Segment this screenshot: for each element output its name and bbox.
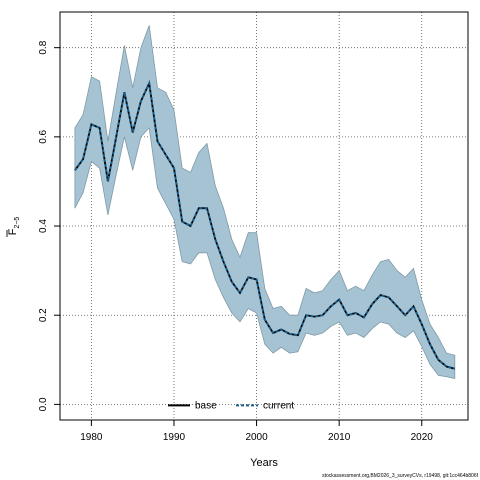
x-tick-label: 2000 (245, 432, 268, 443)
series-lines (74, 79, 456, 370)
confidence-band (74, 25, 456, 379)
plot-frame (59, 11, 469, 421)
x-axis: 1980 1990 2000 2010 2020 (80, 420, 433, 443)
x-axis-title: Years (250, 457, 278, 469)
footer-text: stockassessment.org,BM2026_3_surveyCVs, … (322, 473, 479, 479)
x-tick-label: 1980 (80, 432, 103, 443)
y-axis-title-main: F (7, 228, 19, 235)
y-tick-label: 0.8 (38, 40, 49, 54)
legend-label-current: current (263, 400, 294, 411)
y-axis-title-subscript: 2−5 (14, 217, 21, 229)
legend: base current (168, 400, 294, 411)
svg-text:F2−5: F2−5 (7, 217, 21, 236)
series-line-current (74, 79, 456, 370)
legend-label-base: base (195, 400, 217, 411)
y-tick-label: 0.2 (38, 308, 49, 322)
y-axis-title: F2−5 (6, 217, 21, 237)
x-tick-label: 2010 (328, 432, 351, 443)
y-tick-label: 0.6 (38, 129, 49, 143)
y-tick-label: 0.0 (38, 397, 49, 411)
y-tick-label: 0.4 (38, 219, 49, 233)
x-tick-label: 2020 (411, 432, 434, 443)
y-axis: 0.0 0.2 0.4 0.6 0.8 (38, 40, 60, 411)
x-tick-label: 1990 (163, 432, 186, 443)
